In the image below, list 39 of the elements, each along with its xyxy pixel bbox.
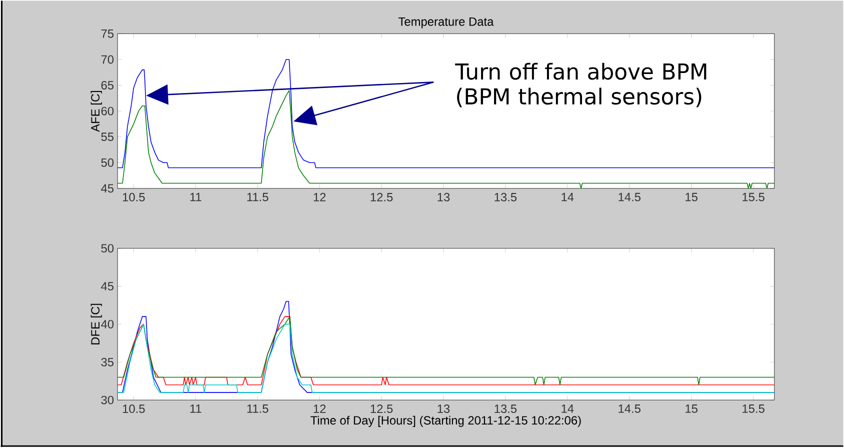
x-tick-label: 14 [562, 404, 574, 413]
y-axis-title: DFE [C] [90, 304, 102, 345]
y-tick-label: 65 [101, 81, 114, 90]
x-tick-label: 11.5 [247, 193, 268, 202]
y-tick-label: 45 [101, 184, 114, 193]
x-tick-label: 12.5 [370, 404, 393, 414]
chart-title: Temperature Data [398, 18, 494, 28]
x-tick-label: 14.5 [618, 404, 640, 414]
x-tick-label: 11.5 [247, 404, 268, 414]
y-tick-label: 35 [101, 358, 114, 366]
x-tick-label: 12 [314, 404, 326, 414]
x-tick-label: 11 [190, 404, 202, 413]
x-tick-label: 14 [562, 193, 574, 202]
y-tick-label: 55 [101, 132, 114, 142]
y-tick-label: 40 [101, 320, 114, 329]
annotation: Turn off fan above BPM (BPM thermal sensors) [455, 62, 706, 108]
y-tick-label: 70 [101, 55, 114, 64]
x-tick-label: 12.5 [370, 193, 393, 202]
y-tick-label: 50 [101, 158, 114, 167]
x-tick-label: 10.5 [122, 193, 145, 202]
x-tick-label: 14.5 [618, 193, 640, 202]
y-tick-label: 75 [101, 30, 114, 38]
x-tick-label: 15 [686, 404, 698, 414]
y-tick-label: 50 [101, 244, 114, 253]
x-tick-label: 13.5 [494, 193, 517, 202]
x-tick-label: 15.5 [742, 404, 764, 414]
x-tick-label: 12 [314, 193, 326, 202]
y-tick-label: 45 [101, 282, 114, 291]
x-tick-label: 15 [686, 193, 698, 202]
y-tick-label: 60 [101, 106, 114, 116]
x-axis-title: Time of Day [Hours] (Starting 2011-12-15 10:22:06) [310, 416, 581, 428]
x-tick-label: 13 [438, 193, 450, 202]
y-tick-label: 30 [101, 396, 114, 404]
x-tick-label: 13.5 [494, 404, 517, 414]
x-tick-label: 10.5 [122, 404, 145, 414]
y-axis-title: AFE [C] [90, 91, 102, 132]
x-tick-label: 15.5 [742, 193, 764, 202]
x-tick-label: 13 [438, 404, 450, 414]
x-tick-label: 11 [190, 193, 202, 202]
